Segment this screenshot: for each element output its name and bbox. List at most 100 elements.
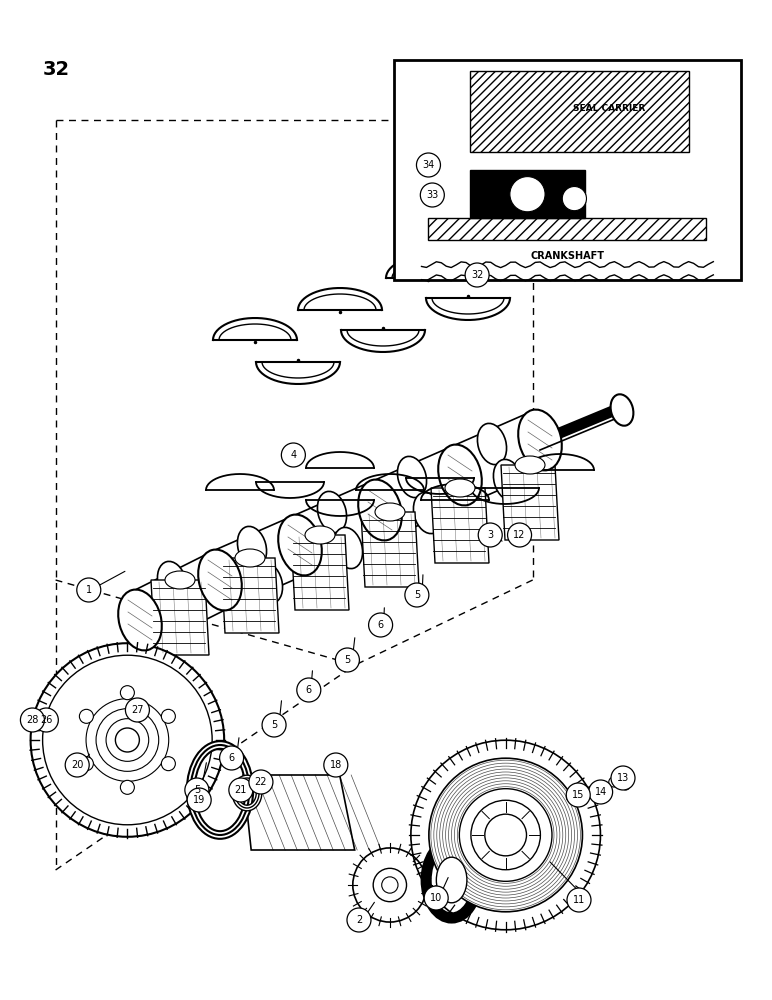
Text: 14: 14: [594, 787, 607, 797]
Text: 5: 5: [194, 785, 200, 795]
Text: 26: 26: [40, 715, 52, 725]
Ellipse shape: [305, 526, 335, 544]
Ellipse shape: [334, 527, 363, 569]
Circle shape: [185, 778, 209, 802]
Ellipse shape: [118, 590, 162, 650]
Circle shape: [65, 753, 90, 777]
Circle shape: [335, 648, 360, 672]
Circle shape: [187, 788, 212, 812]
Polygon shape: [221, 558, 279, 633]
Circle shape: [465, 263, 489, 287]
Circle shape: [80, 757, 93, 771]
Ellipse shape: [398, 456, 427, 498]
Circle shape: [262, 713, 286, 737]
Circle shape: [368, 613, 393, 637]
Circle shape: [420, 183, 445, 207]
Ellipse shape: [518, 410, 562, 470]
Ellipse shape: [157, 561, 187, 603]
Text: SEAL CARRIER: SEAL CARRIER: [573, 104, 645, 113]
Circle shape: [115, 728, 140, 752]
Text: 12: 12: [513, 530, 526, 540]
Text: 34: 34: [422, 160, 435, 170]
Text: 5: 5: [344, 655, 350, 665]
Polygon shape: [501, 465, 559, 540]
Circle shape: [562, 186, 587, 211]
Text: 4: 4: [290, 450, 296, 460]
Circle shape: [507, 523, 532, 547]
Polygon shape: [291, 535, 349, 610]
Circle shape: [80, 709, 93, 723]
Circle shape: [249, 770, 273, 794]
Text: 6: 6: [378, 620, 384, 630]
Circle shape: [459, 789, 552, 881]
Text: 22: 22: [255, 777, 267, 787]
Ellipse shape: [317, 491, 347, 533]
Polygon shape: [151, 580, 209, 655]
Circle shape: [42, 655, 212, 825]
Circle shape: [34, 708, 59, 732]
Polygon shape: [470, 170, 585, 218]
Circle shape: [125, 698, 150, 722]
Circle shape: [96, 709, 159, 771]
Ellipse shape: [445, 479, 475, 497]
Circle shape: [20, 708, 45, 732]
Circle shape: [106, 719, 149, 761]
Polygon shape: [470, 71, 689, 152]
Text: 11: 11: [573, 895, 585, 905]
Circle shape: [510, 177, 545, 212]
Text: 21: 21: [235, 785, 247, 795]
Text: 2: 2: [356, 915, 362, 925]
Text: 5: 5: [271, 720, 277, 730]
Ellipse shape: [438, 445, 482, 505]
Text: 6: 6: [306, 685, 312, 695]
Ellipse shape: [477, 423, 506, 465]
Circle shape: [405, 583, 429, 607]
Circle shape: [485, 814, 527, 856]
Text: 32: 32: [42, 60, 69, 79]
Circle shape: [120, 686, 134, 700]
Text: 5: 5: [414, 590, 420, 600]
Polygon shape: [431, 488, 489, 563]
Polygon shape: [243, 775, 354, 850]
Text: 10: 10: [430, 893, 442, 903]
Circle shape: [598, 793, 607, 801]
Text: 32: 32: [471, 270, 483, 280]
Text: 33: 33: [426, 190, 438, 200]
Circle shape: [323, 753, 348, 777]
Text: 13: 13: [617, 773, 629, 783]
Circle shape: [588, 780, 613, 804]
Ellipse shape: [414, 492, 442, 534]
Circle shape: [429, 758, 582, 912]
Ellipse shape: [198, 550, 242, 610]
Text: 18: 18: [330, 760, 342, 770]
Ellipse shape: [493, 459, 523, 501]
Ellipse shape: [174, 597, 202, 639]
Ellipse shape: [515, 456, 545, 474]
Text: 28: 28: [26, 715, 39, 725]
Ellipse shape: [358, 480, 401, 540]
Circle shape: [161, 709, 175, 723]
Circle shape: [621, 782, 630, 790]
Circle shape: [416, 153, 441, 177]
Circle shape: [281, 443, 306, 467]
Ellipse shape: [436, 857, 467, 903]
Polygon shape: [361, 512, 419, 587]
Polygon shape: [428, 218, 706, 240]
Circle shape: [229, 778, 253, 802]
Circle shape: [611, 766, 635, 790]
Text: 19: 19: [193, 795, 205, 805]
Circle shape: [31, 643, 224, 837]
Circle shape: [424, 886, 449, 910]
Circle shape: [76, 578, 101, 602]
Text: 15: 15: [572, 790, 584, 800]
Circle shape: [471, 800, 540, 870]
Ellipse shape: [375, 503, 405, 521]
Circle shape: [586, 788, 596, 798]
Bar: [394, 60, 741, 280]
Circle shape: [373, 868, 407, 902]
Ellipse shape: [253, 562, 283, 604]
Circle shape: [296, 678, 321, 702]
Circle shape: [411, 740, 601, 930]
Ellipse shape: [235, 549, 265, 567]
Ellipse shape: [278, 515, 322, 575]
